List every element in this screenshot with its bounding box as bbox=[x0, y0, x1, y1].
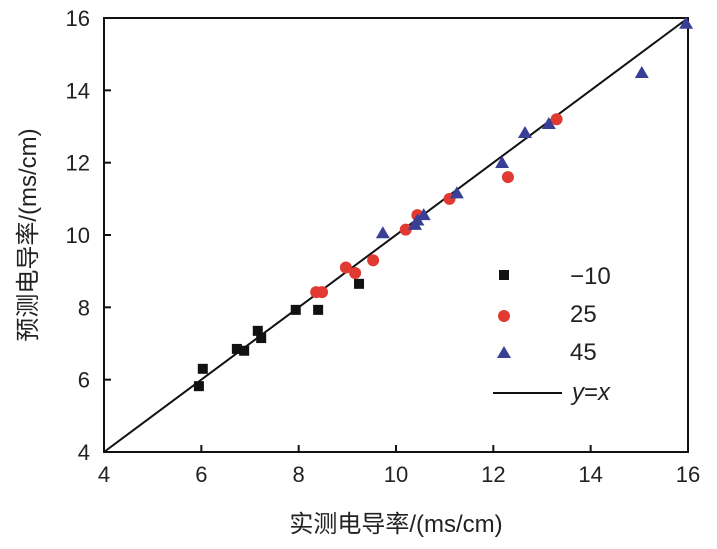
legend-marker-neg10 bbox=[499, 270, 509, 280]
point-series-2 bbox=[416, 208, 431, 221]
y-tick-label: 4 bbox=[78, 440, 90, 465]
point-series-1 bbox=[501, 171, 514, 184]
point-series-2 bbox=[449, 186, 464, 199]
point-series-2 bbox=[634, 65, 649, 78]
point-series-1 bbox=[349, 266, 362, 279]
point-series-1 bbox=[316, 286, 329, 299]
y-tick-label: 16 bbox=[66, 6, 90, 31]
x-tick-label: 12 bbox=[481, 462, 505, 487]
legend-label-neg10: −10 bbox=[570, 263, 611, 290]
legend: −10 25 45 y=x bbox=[493, 263, 611, 406]
x-tick-label: 14 bbox=[578, 462, 602, 487]
point-series-1 bbox=[339, 261, 352, 274]
point-series-2 bbox=[495, 156, 510, 169]
x-tick-label: 6 bbox=[195, 462, 207, 487]
x-tick-label: 8 bbox=[293, 462, 305, 487]
reference-line-y-equals-x bbox=[103, 17, 689, 453]
y-tick-label: 8 bbox=[78, 295, 90, 320]
y-tick-label: 6 bbox=[78, 368, 90, 393]
point-series-0 bbox=[313, 304, 324, 315]
legend-label-45: 45 bbox=[570, 339, 597, 366]
point-series-1 bbox=[550, 113, 563, 126]
point-series-0 bbox=[193, 381, 204, 392]
legend-label-yx: y=x bbox=[570, 379, 611, 406]
point-series-1 bbox=[399, 223, 412, 236]
y-axis-label: 预测电导率/(ms/cm) bbox=[15, 128, 42, 341]
point-series-0 bbox=[197, 363, 208, 374]
point-series-2 bbox=[517, 126, 532, 139]
y-tick-label: 14 bbox=[66, 78, 90, 103]
point-series-0 bbox=[252, 325, 263, 336]
point-series-2 bbox=[679, 16, 694, 29]
point-series-2 bbox=[375, 226, 390, 239]
x-tick-label: 16 bbox=[676, 462, 700, 487]
point-series-0 bbox=[290, 304, 301, 315]
point-series-0 bbox=[231, 343, 242, 354]
x-tick-label: 4 bbox=[98, 462, 110, 487]
point-series-2 bbox=[541, 116, 556, 129]
point-series-0 bbox=[256, 333, 267, 344]
legend-marker-45 bbox=[497, 346, 511, 358]
y-tick-label: 10 bbox=[66, 223, 90, 248]
point-series-1 bbox=[367, 254, 380, 267]
legend-label-25: 25 bbox=[570, 301, 597, 328]
legend-marker-25 bbox=[498, 310, 510, 322]
point-series-0 bbox=[239, 345, 250, 356]
point-series-0 bbox=[354, 278, 365, 289]
y-tick-label: 12 bbox=[66, 151, 90, 176]
x-axis-label: 实测电导率/(ms/cm) bbox=[289, 511, 502, 538]
x-tick-label: 10 bbox=[384, 462, 408, 487]
